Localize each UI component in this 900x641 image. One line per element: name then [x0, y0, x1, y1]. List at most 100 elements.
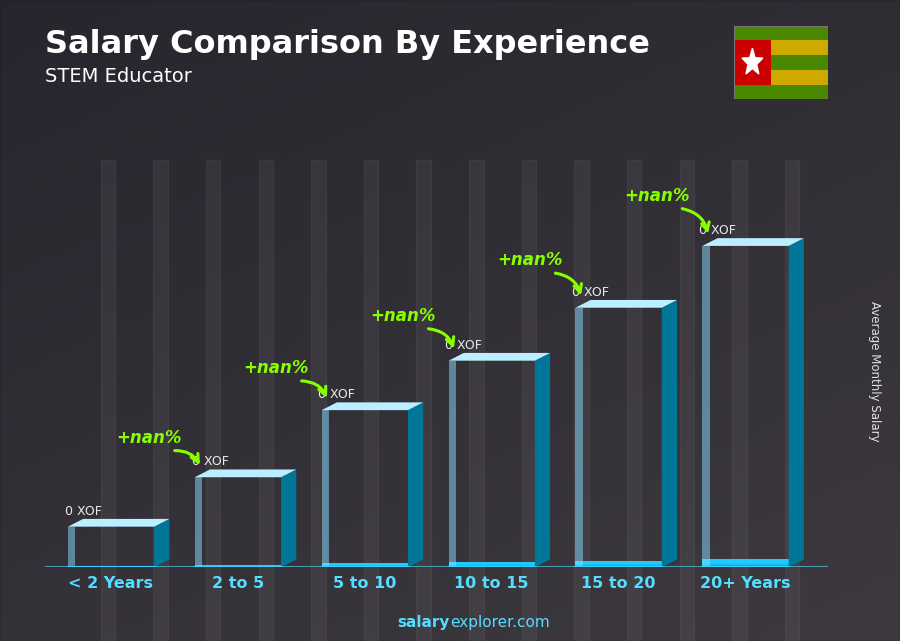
Bar — [448, 563, 535, 565]
Bar — [702, 561, 788, 565]
Bar — [321, 565, 408, 567]
Polygon shape — [702, 238, 804, 246]
Bar — [194, 565, 281, 567]
Bar — [321, 563, 408, 565]
Bar — [575, 563, 662, 567]
Text: Average Monthly Salary: Average Monthly Salary — [868, 301, 881, 442]
Bar — [702, 246, 710, 567]
Bar — [194, 565, 281, 567]
Bar — [321, 565, 408, 567]
Bar — [702, 562, 788, 566]
Bar — [575, 561, 662, 564]
Bar — [575, 561, 662, 564]
Bar — [321, 563, 408, 566]
Bar — [702, 562, 788, 565]
Bar — [194, 565, 281, 566]
Bar — [702, 562, 788, 565]
Bar — [321, 564, 408, 566]
Bar — [702, 563, 788, 567]
Bar — [575, 563, 662, 567]
Bar — [194, 565, 281, 567]
Bar — [321, 564, 408, 567]
Bar — [321, 563, 408, 565]
Bar — [194, 565, 281, 567]
Bar — [734, 55, 828, 70]
Bar — [702, 561, 788, 565]
Bar — [321, 564, 408, 566]
Polygon shape — [194, 469, 296, 478]
Bar — [575, 562, 662, 565]
Bar — [194, 565, 281, 567]
Bar — [575, 562, 662, 565]
Bar — [321, 563, 408, 565]
Text: 0 XOF: 0 XOF — [65, 505, 102, 518]
Bar — [702, 560, 788, 564]
Bar — [321, 563, 408, 565]
Bar — [194, 478, 202, 567]
Bar — [702, 562, 788, 566]
Bar — [448, 563, 535, 565]
Bar — [321, 565, 408, 567]
Bar — [448, 565, 535, 567]
Bar — [627, 160, 642, 641]
Bar — [321, 565, 408, 567]
Bar — [321, 565, 408, 567]
Bar — [702, 560, 788, 563]
Bar — [448, 563, 535, 565]
Bar — [702, 561, 788, 565]
Bar — [575, 563, 662, 566]
Bar — [194, 565, 281, 567]
Bar — [68, 527, 76, 567]
Bar — [702, 563, 788, 567]
Bar — [448, 565, 535, 567]
Bar — [702, 561, 788, 565]
Bar — [702, 561, 788, 565]
Bar — [194, 565, 281, 566]
Bar — [448, 564, 535, 567]
Bar — [702, 560, 788, 565]
Bar — [448, 562, 535, 565]
Bar — [575, 563, 662, 567]
Bar — [321, 564, 408, 566]
Bar — [575, 563, 662, 566]
Bar — [448, 562, 535, 565]
Bar — [702, 560, 788, 564]
Bar — [448, 563, 535, 566]
Bar — [448, 564, 535, 567]
Bar — [702, 560, 788, 564]
Text: 0 XOF: 0 XOF — [319, 388, 356, 401]
Bar — [702, 560, 788, 565]
Bar — [702, 562, 788, 567]
Bar — [575, 563, 662, 566]
Bar — [575, 562, 662, 565]
Bar — [194, 566, 281, 567]
Bar — [321, 563, 408, 565]
Bar — [702, 563, 788, 567]
Bar — [321, 565, 408, 567]
Bar — [194, 566, 281, 567]
Bar — [575, 564, 662, 567]
Bar — [734, 40, 771, 85]
Bar — [575, 561, 662, 564]
Polygon shape — [281, 469, 296, 567]
Bar — [194, 566, 281, 567]
Bar — [321, 564, 408, 566]
Bar — [575, 562, 662, 565]
Bar — [194, 566, 281, 567]
Bar — [702, 562, 788, 566]
Polygon shape — [154, 519, 169, 567]
Bar — [448, 565, 535, 567]
Bar — [702, 562, 788, 565]
Bar — [575, 562, 662, 565]
Bar — [321, 563, 408, 565]
Bar — [702, 560, 788, 564]
Bar — [575, 563, 662, 567]
Bar — [702, 560, 788, 564]
Bar — [321, 565, 408, 567]
Bar — [321, 565, 408, 567]
Bar — [702, 561, 788, 565]
Bar — [321, 564, 408, 566]
Bar — [575, 563, 662, 566]
Bar — [194, 565, 281, 567]
Bar — [194, 565, 281, 566]
